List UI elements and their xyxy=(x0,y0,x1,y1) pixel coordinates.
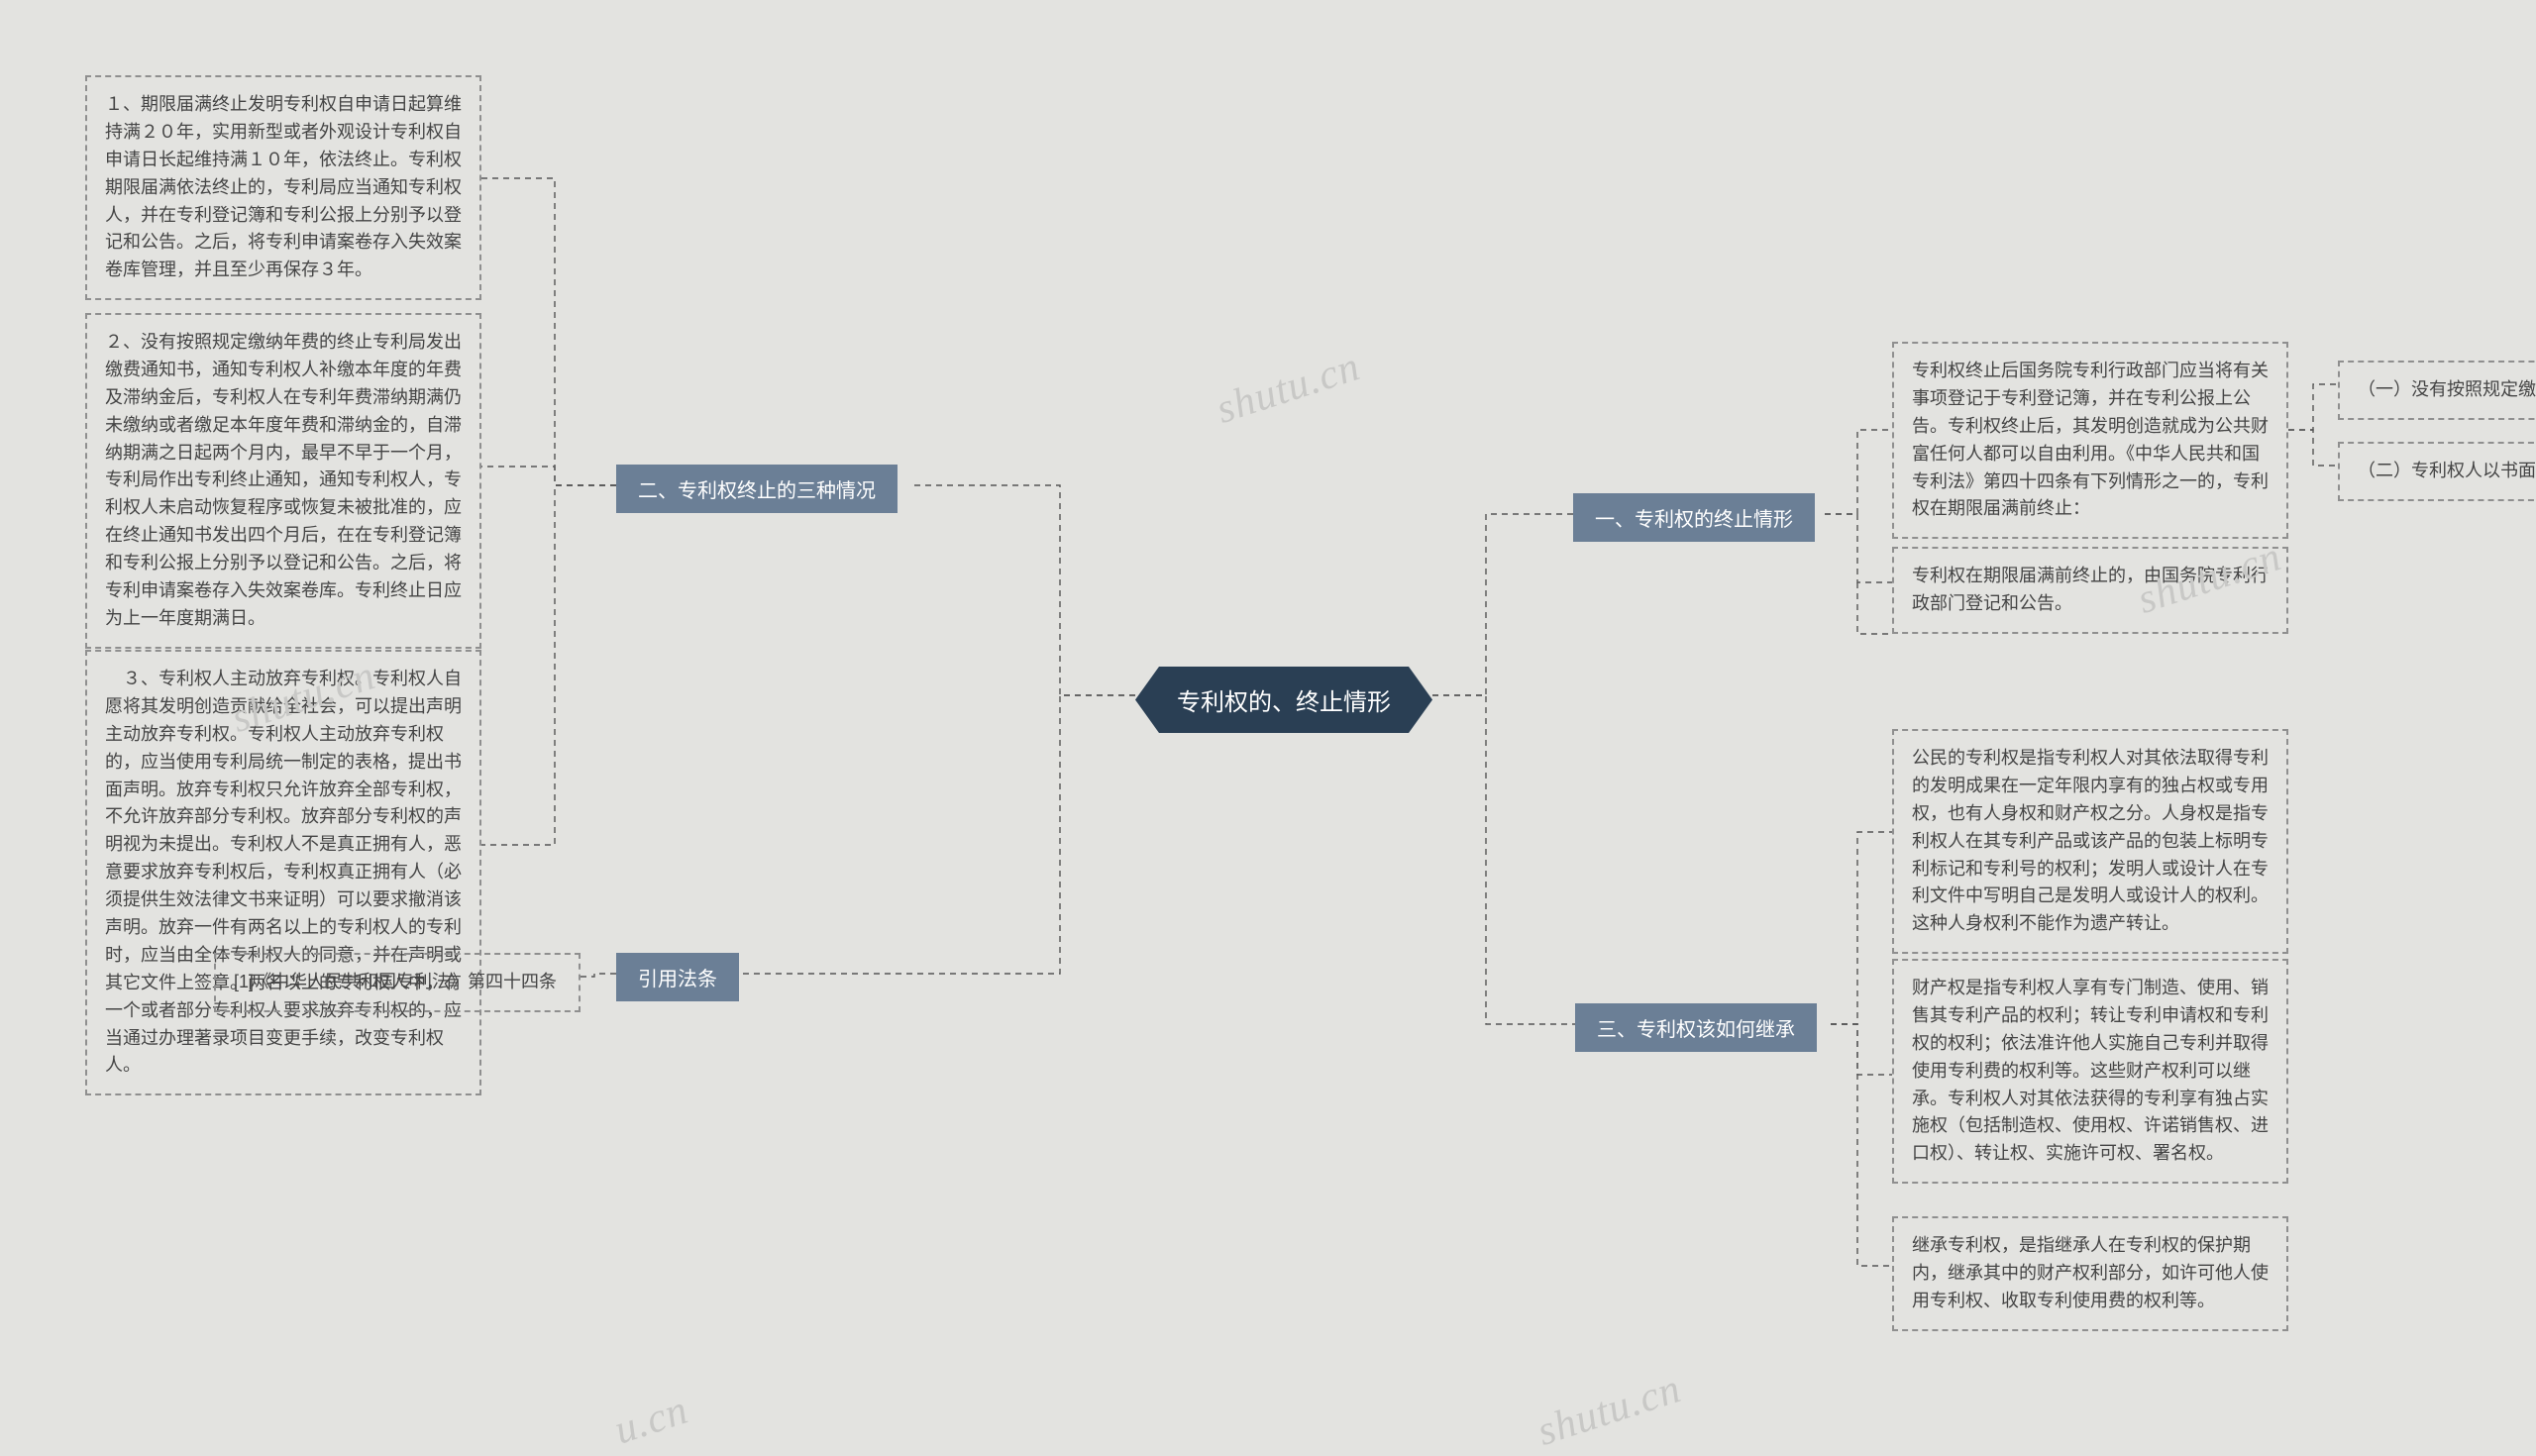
watermark: u.cn xyxy=(608,1387,693,1455)
branch-cited-law[interactable]: 引用法条 xyxy=(616,953,739,1001)
leaf-law-article44[interactable]: [1]《中华人民共和国专利法》第四十四条 xyxy=(214,953,581,1012)
mindmap-canvas: 专利权的、终止情形 一、专利权的终止情形 二、专利权终止的三种情况 三、专利权该… xyxy=(0,0,2536,1412)
root-node[interactable]: 专利权的、终止情形 xyxy=(1135,667,1432,733)
leaf-termination-announcement[interactable]: 专利权终止后国务院专利行政部门应当将有关事项登记于专利登记簿，并在专利公报上公告… xyxy=(1892,342,2288,539)
branch-termination-situations[interactable]: 一、专利权的终止情形 xyxy=(1573,493,1815,542)
leaf-fee-unpaid[interactable]: （一）没有按照规定缴纳年费的； xyxy=(2338,361,2536,420)
watermark: shutu.cn xyxy=(1532,1365,1687,1456)
leaf-property-rights[interactable]: 财产权是指专利权人享有专门制造、使用、销售其专利产品的权利；转让专利申请权和专利… xyxy=(1892,959,2288,1184)
leaf-case2-fee[interactable]: ２、没有按照规定缴纳年费的终止专利局发出缴费通知书，通知专利权人补缴本年度的年费… xyxy=(85,313,481,649)
leaf-case1-expiry[interactable]: １、期限届满终止发明专利权自申请日起算维持满２０年，实用新型或者外观设计专利权自… xyxy=(85,75,481,300)
leaf-written-waiver[interactable]: （二）专利权人以书面声明放弃其专利权的。 xyxy=(2338,442,2536,501)
leaf-personal-rights[interactable]: 公民的专利权是指专利权人对其依法取得专利的发明成果在一定年限内享有的独占权或专用… xyxy=(1892,729,2288,954)
leaf-inherit-patent[interactable]: 继承专利权，是指继承人在专利权的保护期内，继承其中的财产权利部分，如许可他人使用… xyxy=(1892,1216,2288,1331)
watermark: shutu.cn xyxy=(1211,343,1366,434)
leaf-case3-abandon[interactable]: ３、专利权人主动放弃专利权。专利权人自愿将其发明创造贡献给全社会，可以提出声明主… xyxy=(85,650,481,1095)
branch-three-termination-cases[interactable]: 二、专利权终止的三种情况 xyxy=(616,465,898,513)
leaf-termination-registration[interactable]: 专利权在期限届满前终止的，由国务院专利行政部门登记和公告。 xyxy=(1892,547,2288,634)
branch-inheritance[interactable]: 三、专利权该如何继承 xyxy=(1575,1003,1817,1052)
